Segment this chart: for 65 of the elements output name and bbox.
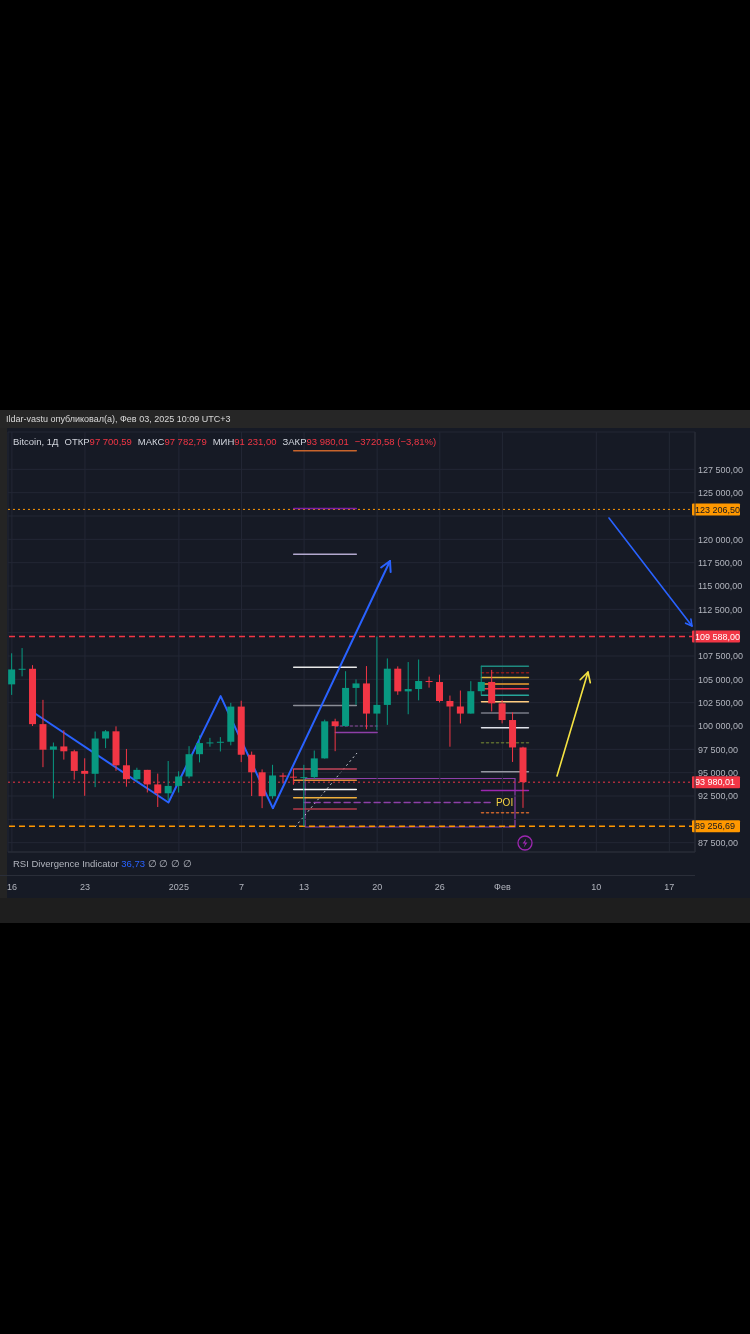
candlestick	[436, 674, 444, 703]
y-tick-label: 100 000,00	[698, 721, 744, 732]
candlestick	[456, 690, 464, 724]
candlestick	[175, 770, 183, 794]
ref-line-label: 93 980,01	[695, 777, 736, 788]
series-label: POI	[495, 796, 514, 809]
x-tick-label: 13	[299, 882, 310, 892]
y-tick-label: 125 000,00	[698, 487, 744, 498]
candlestick	[49, 742, 57, 800]
y-tick-label: 107 500,00	[698, 651, 744, 662]
candlestick	[425, 676, 433, 689]
x-tick-label: 10	[591, 882, 602, 892]
text: RSI Divergence Indicator 36,73 ∅ ∅ ∅ ∅	[13, 858, 192, 869]
x-tick-label: 17	[664, 882, 675, 892]
y-tick-label: 120 000,00	[698, 534, 744, 545]
candlestick	[300, 764, 308, 827]
candlestick	[310, 750, 318, 780]
ref-line-label: 123 206,50	[695, 504, 741, 515]
y-tick-label: 105 000,00	[698, 674, 744, 685]
candlestick	[8, 652, 16, 696]
candlestick	[195, 735, 203, 763]
x-tick-label: 23	[79, 882, 90, 892]
candlestick	[279, 772, 287, 784]
y-tick-label: 112 500,00	[698, 604, 743, 615]
y-tick-label: 87 500,00	[698, 837, 739, 848]
candlestick	[415, 659, 423, 701]
candlestick	[331, 718, 339, 752]
y-tick-label: 102 500,00	[698, 697, 744, 708]
candlestick	[467, 680, 475, 715]
annotation: ОТКР97 700,59	[64, 436, 132, 447]
x-tick-label: 2025	[168, 882, 189, 892]
candlestick	[102, 729, 110, 749]
text: Bitcoin, 1Д	[13, 436, 59, 447]
candlestick	[373, 635, 381, 731]
candlestick	[477, 665, 485, 696]
x-tick-label: 16	[6, 882, 17, 892]
candlestick	[185, 745, 193, 779]
candlestick	[70, 749, 78, 781]
text: Ildar-vastu опубликовал(а), Фев 03, 2025 10:09 UTC+3	[6, 413, 231, 425]
y-tick-label: 115 000,00	[698, 581, 743, 592]
candlestick	[60, 729, 68, 761]
x-tick-label: 26	[434, 882, 445, 892]
candlestick	[446, 695, 454, 748]
candlestick	[164, 760, 172, 801]
y-tick-label: 117 500,00	[698, 557, 743, 568]
candlestick	[352, 678, 360, 706]
annotation: −3720,58 (−3,81%)	[354, 436, 437, 447]
y-tick-label: 127 500,00	[698, 464, 744, 475]
ref-line-label: 109 588,00	[695, 631, 741, 642]
annotation: МИН91 231,00	[212, 436, 277, 447]
ref-line-label: 89 256,69	[695, 821, 736, 832]
candlestick	[18, 647, 26, 677]
candlestick	[216, 736, 224, 752]
x-tick-label: 20	[372, 882, 383, 892]
annotation: ЗАКР93 980,01	[282, 436, 349, 447]
candlestick	[498, 699, 506, 724]
x-tick-label: 7	[238, 882, 244, 892]
y-tick-label: 92 500,00	[698, 791, 739, 802]
candlestick	[206, 737, 214, 748]
candlestick	[269, 764, 277, 800]
y-tick-label: 95 000,00	[698, 767, 739, 778]
candlestick	[394, 665, 402, 696]
annotation: МАКС97 782,79	[137, 436, 207, 447]
y-tick-label: 97 500,00	[698, 744, 739, 755]
x-tick-label: Фев	[494, 882, 511, 892]
